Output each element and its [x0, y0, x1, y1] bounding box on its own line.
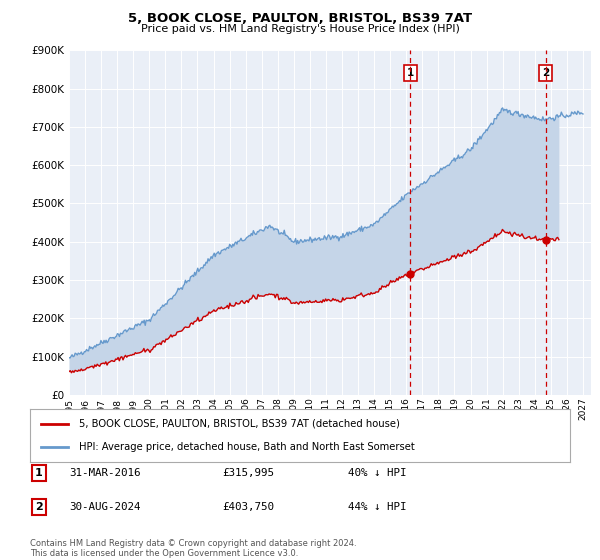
Text: 2: 2 [542, 68, 549, 78]
Text: 1: 1 [407, 68, 414, 78]
Text: 31-MAR-2016: 31-MAR-2016 [69, 468, 140, 478]
Text: 1: 1 [35, 468, 43, 478]
Text: 5, BOOK CLOSE, PAULTON, BRISTOL, BS39 7AT (detached house): 5, BOOK CLOSE, PAULTON, BRISTOL, BS39 7A… [79, 419, 400, 429]
Text: Price paid vs. HM Land Registry's House Price Index (HPI): Price paid vs. HM Land Registry's House … [140, 24, 460, 34]
Text: 5, BOOK CLOSE, PAULTON, BRISTOL, BS39 7AT: 5, BOOK CLOSE, PAULTON, BRISTOL, BS39 7A… [128, 12, 472, 25]
Text: 30-AUG-2024: 30-AUG-2024 [69, 502, 140, 512]
Point [541, 236, 550, 245]
Point [406, 269, 415, 278]
Text: 40% ↓ HPI: 40% ↓ HPI [348, 468, 407, 478]
Text: HPI: Average price, detached house, Bath and North East Somerset: HPI: Average price, detached house, Bath… [79, 442, 415, 452]
Text: £315,995: £315,995 [222, 468, 274, 478]
Text: 2: 2 [35, 502, 43, 512]
Text: 44% ↓ HPI: 44% ↓ HPI [348, 502, 407, 512]
Text: £403,750: £403,750 [222, 502, 274, 512]
Text: Contains HM Land Registry data © Crown copyright and database right 2024.
This d: Contains HM Land Registry data © Crown c… [30, 539, 356, 558]
